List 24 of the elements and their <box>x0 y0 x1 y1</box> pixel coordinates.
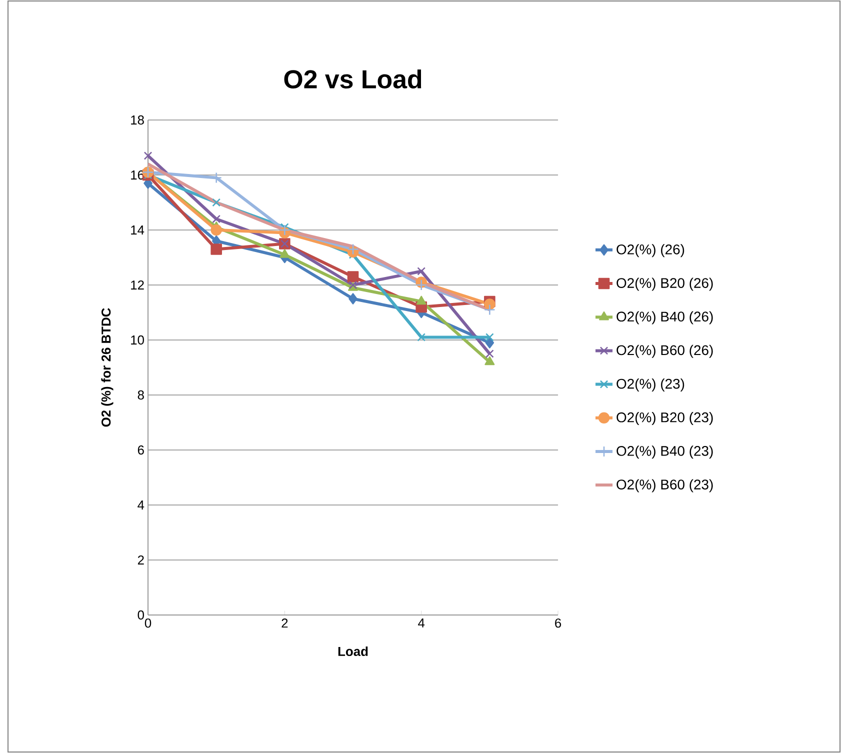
x-axis-title: Load <box>338 646 368 656</box>
legend-label: O2(%) B20 (23) <box>616 412 713 426</box>
legend-label: O2(%) (26) <box>616 244 684 258</box>
legend-label: O2(%) B60 (23) <box>616 479 713 492</box>
y-tick-label: 12 <box>131 280 144 290</box>
legend-label: O2(%) B20 (26) <box>616 278 713 291</box>
legend-label: O2(%) B40 (23) <box>616 446 713 459</box>
x-tick-label: 6 <box>555 618 562 628</box>
x-tick-label: 4 <box>418 618 425 628</box>
y-tick-label: 18 <box>131 115 144 125</box>
legend-label: O2(%) B40 (26) <box>616 311 713 324</box>
x-tick-label: 0 <box>144 618 152 628</box>
y-tick-label: 8 <box>138 390 144 400</box>
chart-title: O2 vs Load <box>284 69 422 88</box>
legend-label: O2(%) B60 (26) <box>616 344 713 358</box>
y-tick-label: 0 <box>138 610 144 620</box>
y-axis-title: O2 (%) for 26 BTDC <box>101 308 114 427</box>
legend-label: O2(%) (23) <box>616 378 684 392</box>
y-tick-label: 2 <box>138 555 144 565</box>
y-tick-label: 6 <box>138 445 144 455</box>
y-tick-label: 14 <box>131 226 144 234</box>
y-tick-label: 4 <box>138 500 144 510</box>
y-tick-label: 10 <box>131 335 144 345</box>
x-tick-label: 2 <box>282 618 288 628</box>
